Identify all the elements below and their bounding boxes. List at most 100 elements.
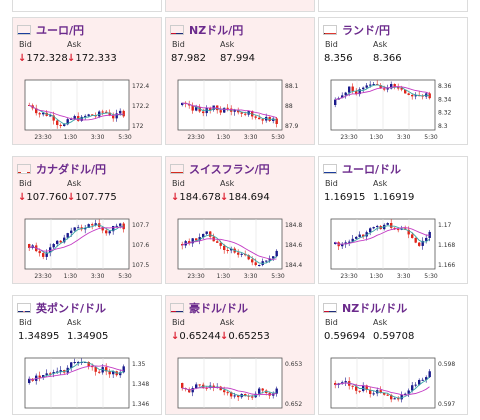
candle	[223, 245, 226, 250]
pair-name[interactable]: ユーロ/ドル	[342, 163, 402, 176]
flag-icon	[323, 164, 337, 174]
candle	[240, 112, 243, 114]
candle	[105, 230, 108, 234]
price-chart[interactable]: 107.7 107.6 107.5 23:30 1:30 3:30 5:30	[21, 215, 155, 281]
card-header[interactable]: 豪ドル/ドル	[170, 300, 248, 316]
candle	[258, 265, 261, 266]
card-header[interactable]: ランド/円	[323, 22, 390, 38]
candle	[251, 396, 254, 398]
candle	[219, 110, 222, 113]
candle	[87, 362, 90, 367]
candle	[393, 84, 396, 88]
price-chart[interactable]: 1.17 1.168 1.166 23:30 1:30 3:30 5:30	[327, 215, 461, 281]
candle	[425, 377, 428, 380]
candle	[404, 89, 407, 94]
candle	[70, 230, 73, 234]
candle	[191, 238, 194, 244]
candle	[91, 224, 94, 226]
rate-card[interactable]: ユーロ/円 Bid Ask ↓172.328 ↓172.333 172.4 172.2 172…	[12, 17, 162, 145]
candle	[188, 389, 191, 393]
card-header[interactable]: スイスフラン/円	[170, 161, 270, 177]
candle	[268, 258, 271, 261]
y-tick-label: 107.7	[132, 222, 149, 229]
candle	[386, 394, 389, 396]
x-tick-label: 1:30	[64, 273, 78, 280]
rate-card[interactable]: 英ポンド/ドル Bid Ask 1.34895 1.34905 1.35 1.348 1.34…	[12, 295, 162, 415]
price-chart[interactable]: 172.4 172.2 172 23:30 1:30 3:30 5:30	[21, 76, 155, 142]
candle	[77, 227, 80, 229]
rate-card[interactable]: 豪ドル/ドル Bid Ask ↓0.65244 ↓0.65253 0.653 0.652	[165, 295, 315, 415]
candle	[87, 224, 90, 228]
candle	[261, 119, 264, 121]
bid-value: 0.59694	[324, 331, 366, 342]
x-tick-label: 1:30	[370, 134, 384, 141]
candle	[101, 227, 104, 231]
candle	[244, 393, 247, 396]
price-chart[interactable]: 1.35 1.348 1.346	[21, 354, 155, 420]
flag-icon	[170, 25, 184, 35]
y-tick-label: 184.6	[285, 242, 302, 249]
candle	[226, 249, 229, 251]
rate-card[interactable]: ユーロ/ドル Bid Ask 1.16915 1.16919 1.17 1.168 1.166…	[318, 156, 468, 284]
candle	[247, 255, 250, 260]
candle	[344, 92, 347, 96]
pair-name[interactable]: 豪ドル/ドル	[189, 302, 249, 315]
candle	[191, 388, 194, 393]
pair-name[interactable]: ユーロ/円	[36, 24, 85, 37]
candle	[428, 231, 431, 238]
ask-label: Ask	[373, 318, 388, 327]
y-tick-label: 87.9	[285, 123, 299, 130]
ask-value: 1.34905	[67, 331, 109, 342]
card-header[interactable]: 英ポンド/ドル	[17, 300, 106, 316]
candle	[108, 371, 111, 375]
candle	[355, 91, 358, 95]
candle	[198, 384, 201, 386]
rate-card[interactable]: NZドル/ドル Bid Ask 0.59694 0.59708 0.598 0.597	[318, 295, 468, 415]
bid-value: ↓107.760	[18, 192, 68, 203]
card-header[interactable]: ユーロ/円	[17, 22, 84, 38]
y-tick-label: 107.5	[132, 262, 149, 269]
pair-name[interactable]: NZドル/円	[189, 24, 244, 37]
ask-value: 87.994	[220, 53, 255, 64]
rate-card[interactable]: スイスフラン/円 Bid Ask ↓184.678 ↓184.694 184.8 184.6…	[165, 156, 315, 284]
candle	[56, 120, 59, 125]
candle	[351, 385, 354, 387]
candle	[59, 370, 62, 372]
price-chart[interactable]: 88.1 88 87.9 23:30 1:30 3:30 5:30	[174, 76, 308, 142]
pair-name[interactable]: ランド/円	[342, 24, 391, 37]
y-tick-label: 1.168	[438, 242, 455, 249]
x-tick-label: 1:30	[217, 273, 231, 280]
pair-name[interactable]: カナダドル/円	[36, 163, 107, 176]
x-tick-label: 3:30	[244, 273, 258, 280]
price-chart[interactable]: 0.653 0.652	[174, 354, 308, 420]
candle	[112, 371, 115, 375]
candle	[70, 362, 73, 368]
rate-card[interactable]: カナダドル/円 Bid Ask ↓107.760 ↓107.775 107.7 107.6 1…	[12, 156, 162, 284]
candle	[119, 372, 122, 376]
candle	[49, 373, 52, 375]
price-chart[interactable]: 184.8 184.6 184.4 23:30 1:30 3:30 5:30	[174, 215, 308, 281]
card-header[interactable]: NZドル/円	[170, 22, 243, 38]
candle	[358, 234, 361, 237]
candle	[202, 233, 205, 238]
candle	[334, 99, 337, 105]
candle	[358, 390, 361, 392]
x-tick-label: 23:30	[34, 273, 51, 280]
card-header[interactable]: NZドル/ドル	[323, 300, 407, 316]
ma-long-line	[28, 226, 124, 252]
candle	[379, 85, 382, 89]
rate-card[interactable]: ランド/円 Bid Ask 8.356 8.366 8.36 8.34 8.32 8.3 23:3…	[318, 17, 468, 145]
pair-name[interactable]: NZドル/ドル	[342, 302, 408, 315]
card-header[interactable]: カナダドル/円	[17, 161, 106, 177]
price-chart[interactable]: 8.36 8.34 8.32 8.3 23:30 1:30 3:30 5:30	[327, 76, 461, 142]
pair-name[interactable]: スイスフラン/円	[189, 163, 270, 176]
card-header[interactable]: ユーロ/ドル	[323, 161, 401, 177]
candle	[63, 124, 66, 126]
rate-card[interactable]: NZドル/円 Bid Ask 87.982 87.994 88.1 88 87.9 23:30 1…	[165, 17, 315, 145]
candle	[348, 86, 351, 93]
y-tick-label: 172	[132, 123, 144, 130]
pair-name[interactable]: 英ポンド/ドル	[36, 302, 107, 315]
candle	[91, 114, 94, 116]
candle	[205, 387, 208, 389]
price-chart[interactable]: 0.598 0.597	[327, 354, 461, 420]
